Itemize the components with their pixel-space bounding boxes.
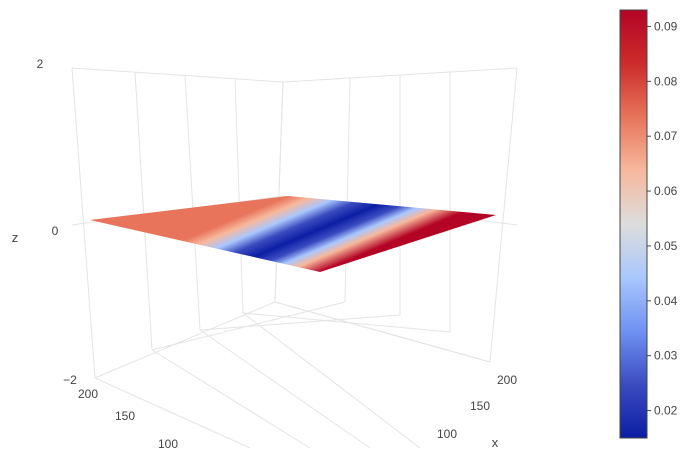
- gridline: [242, 312, 451, 333]
- x-axis-title: x: [492, 435, 499, 450]
- gridline: [282, 67, 518, 83]
- colorbar-tick-label: 0.06: [654, 184, 678, 198]
- gridline: [151, 349, 311, 449]
- z-tick-label: −2: [63, 373, 77, 387]
- gridline: [134, 71, 153, 351]
- colorbar-tick-label: 0.08: [654, 74, 678, 88]
- colorbar-tick-label: 0.05: [654, 239, 678, 253]
- gridline: [489, 67, 518, 363]
- gridline: [199, 314, 401, 331]
- gridline: [94, 377, 251, 449]
- gridline: [234, 78, 244, 314]
- gridlines: [71, 67, 518, 449]
- 3d-scene[interactable]: 2 0 −2 z 200 150 100 200 150 100 x: [12, 57, 518, 450]
- z-axis-title: z: [12, 230, 19, 245]
- x-tick-label: 200: [497, 373, 517, 387]
- colorbar-tick-label: 0.02: [654, 404, 678, 418]
- colorbar-tick-label: 0.07: [654, 129, 678, 143]
- gridline: [184, 74, 201, 331]
- colorbar-tick-label: 0.03: [654, 349, 678, 363]
- gridline: [274, 301, 491, 363]
- gridline: [274, 81, 284, 303]
- gridline: [199, 329, 371, 449]
- y-tick-label: 150: [115, 409, 135, 423]
- surface: [90, 196, 496, 272]
- colorbar-ticks: 0.02 0.03 0.04 0.05 0.06 0.07 0.08 0.09: [647, 19, 678, 418]
- z-tick-label: 0: [52, 224, 59, 238]
- z-tick-label: 2: [37, 57, 44, 71]
- colorbar: 0.02 0.03 0.04 0.05 0.06 0.07 0.08 0.09: [619, 9, 678, 439]
- y-tick-label: 100: [158, 437, 178, 450]
- colorbar-bar: [619, 9, 648, 439]
- y-tick-label: 200: [78, 387, 98, 401]
- x-tick-label: 100: [437, 427, 457, 441]
- gridline: [242, 312, 421, 449]
- colorbar-tick-label: 0.04: [654, 294, 678, 308]
- x-tick-label: 150: [470, 399, 490, 413]
- gridline: [344, 77, 351, 303]
- colorbar-tick-label: 0.09: [654, 19, 678, 33]
- gridline: [71, 67, 284, 83]
